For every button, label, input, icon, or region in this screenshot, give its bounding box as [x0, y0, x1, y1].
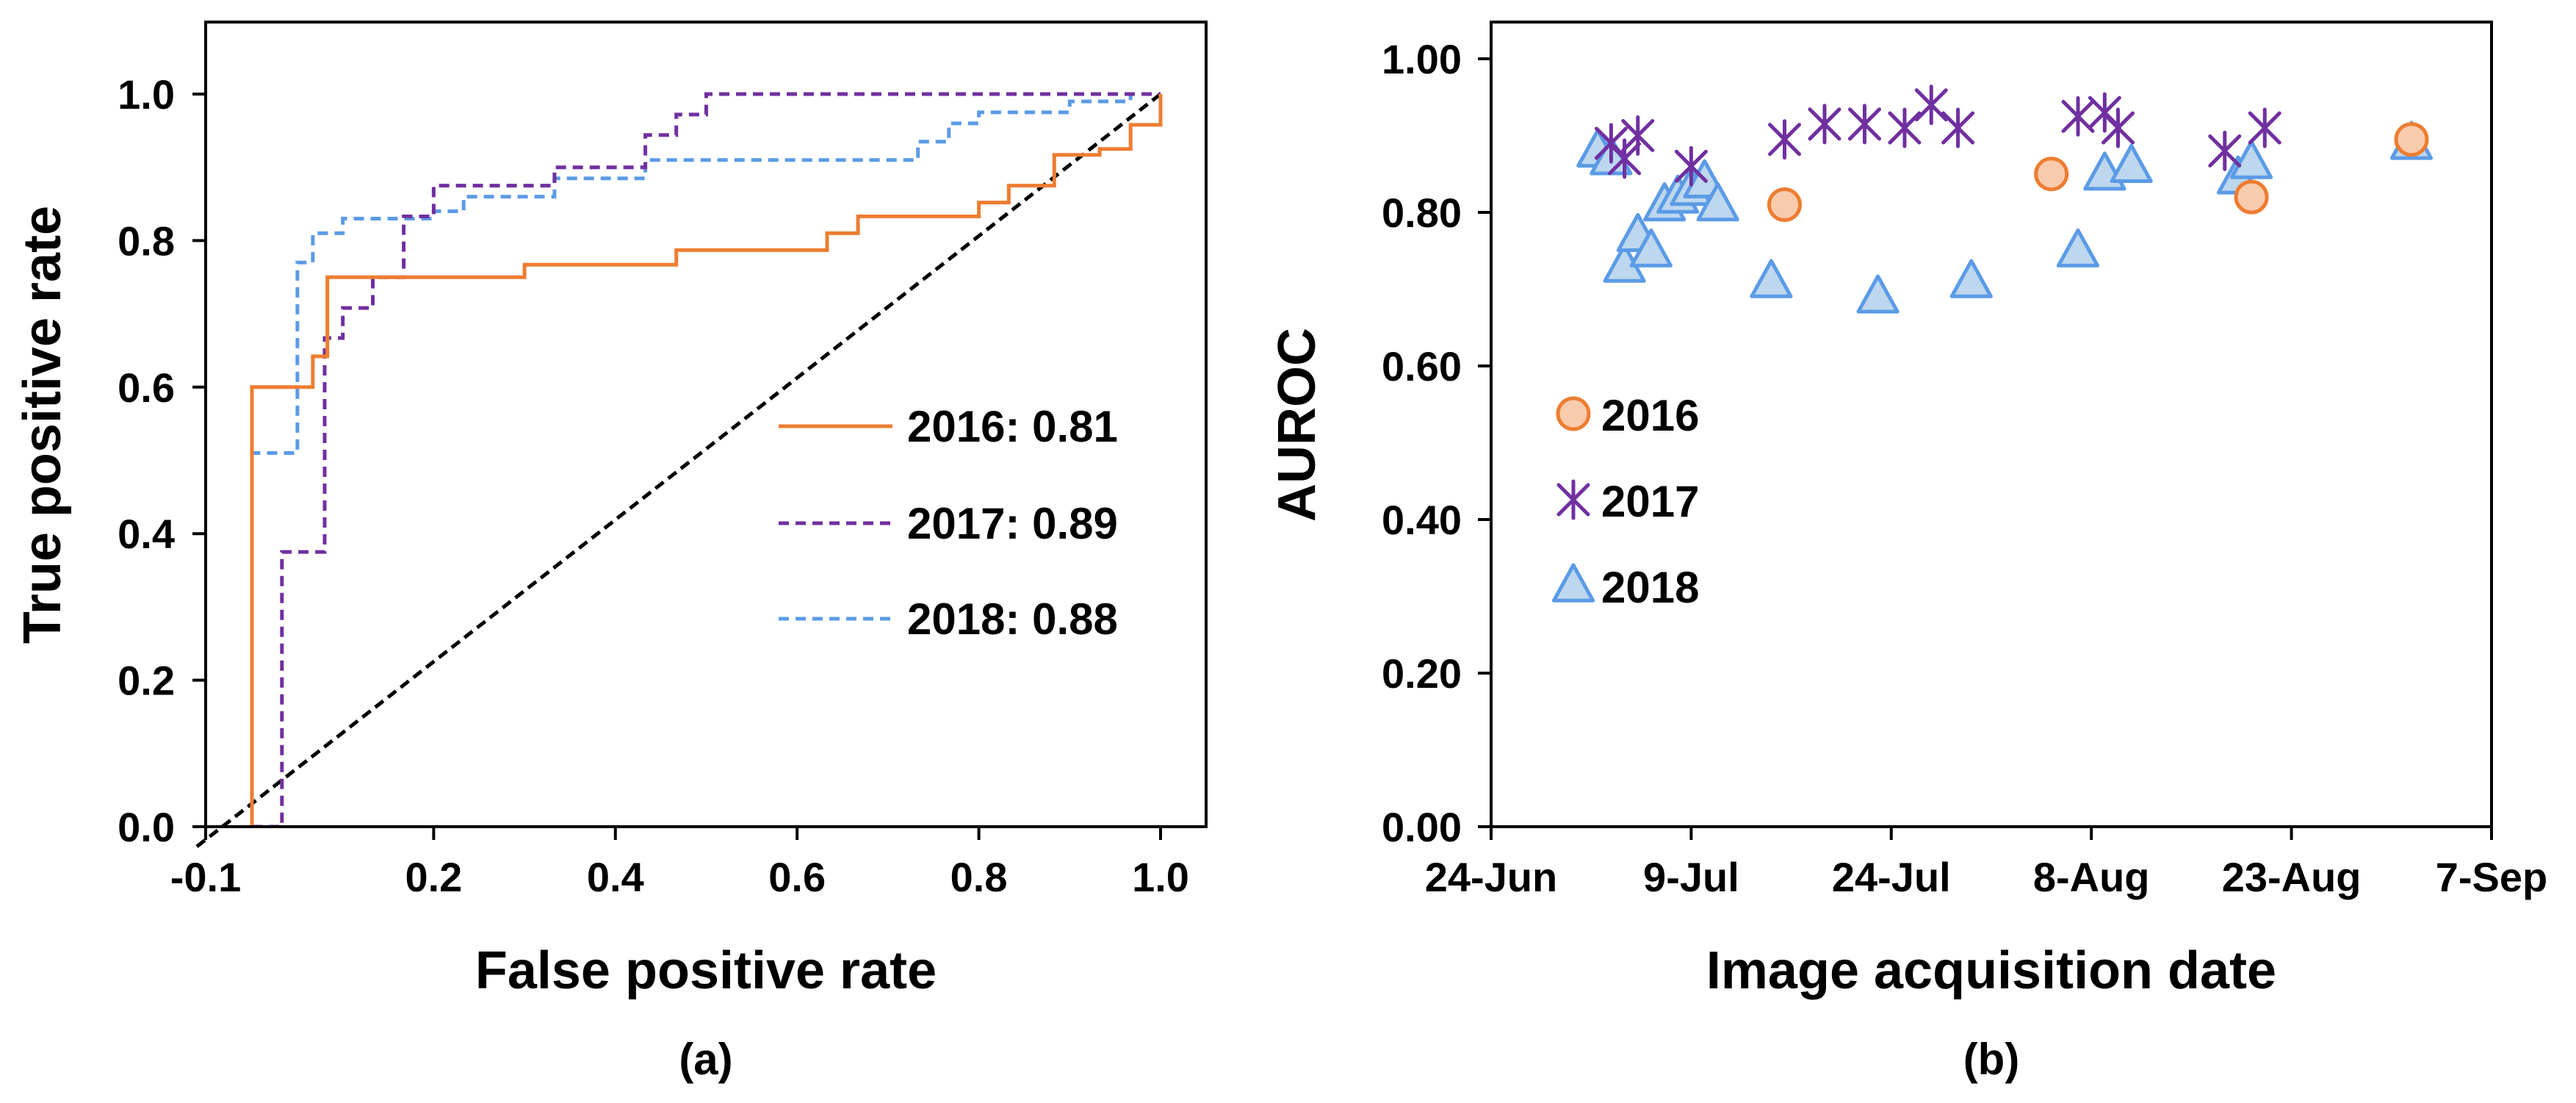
y-tick-label-a: 0.4 [118, 511, 175, 557]
point-2018 [2230, 140, 2273, 179]
x-tick-label-a: -0.1 [170, 854, 242, 900]
point-2017 [1808, 104, 1841, 145]
point-2017 [2061, 96, 2095, 137]
y-tick-label-b: 1.00 [1382, 36, 1462, 82]
y-tick-label-a: 0.2 [118, 658, 175, 704]
panel-label-b: (b) [1963, 1035, 2020, 1084]
y-tick-label-b: 0.00 [1382, 804, 1462, 850]
legend-marker-2016 [1556, 396, 1591, 431]
point-2017 [1674, 145, 1708, 187]
point-2018 [2056, 228, 2100, 267]
legend-2016-label: 2016: 0.81 [907, 402, 1118, 451]
legend-marker-2017 [1556, 479, 1590, 520]
roc-curves [250, 92, 1163, 827]
x-axis-label-b: Image acquisition date [1706, 941, 2276, 1000]
y-tick-label-a: 0.0 [118, 804, 175, 850]
point-2016 [2394, 122, 2429, 157]
panel-label-a: (a) [679, 1035, 732, 1084]
y-tick-label-a: 1.0 [118, 71, 175, 118]
point-2017 [1941, 107, 1975, 148]
legend-2016-marker [1556, 396, 1591, 431]
auroc-points [1576, 85, 2434, 314]
point-2018 [2110, 143, 2153, 183]
legend-2017-label: 2017 [1601, 477, 1699, 526]
y-axis-ticks-b: 0.00 0.20 0.40 0.60 0.80 1.00 [1382, 36, 1491, 850]
y-axis-ticks-a: 0.0 0.2 0.4 0.6 0.8 1.0 [118, 71, 206, 850]
x-tick-label-b: 24-Jun [1425, 854, 1558, 900]
point-2018 [1856, 274, 1899, 314]
x-tick-label-b: 7-Sep [2436, 854, 2548, 900]
legend-2017-marker [1556, 479, 1590, 520]
legend-a: 2016: 0.81 2017: 0.89 2018: 0.88 [779, 402, 1118, 644]
x-tick-label-a: 0.6 [768, 854, 826, 900]
y-tick-label-b: 0.60 [1382, 343, 1462, 389]
point-2017 [2248, 107, 2281, 148]
x-tick-label-b: 24-Jul [1832, 854, 1951, 900]
legend-2018-marker [1551, 563, 1595, 603]
point-2017 [2208, 130, 2242, 171]
x-tick-label-a: 0.8 [950, 854, 1008, 900]
legend-2016-label: 2016 [1601, 391, 1699, 440]
point-2016 [1767, 187, 1803, 223]
point-2017 [1768, 119, 1802, 160]
roc-curve-2016 [250, 94, 1163, 827]
point-2018 [1949, 259, 1993, 298]
legend-marker-2018 [1551, 563, 1595, 603]
x-tick-label-b: 8-Aug [2033, 854, 2150, 900]
x-tick-label-a: 0.4 [587, 854, 644, 900]
y-tick-label-b: 0.20 [1382, 650, 1462, 697]
x-tick-label-b: 9-Jul [1643, 854, 1739, 900]
x-axis-ticks-a: -0.1 0.2 0.4 0.6 0.8 1.0 [170, 827, 1189, 900]
y-axis-label-a: True positive rate [13, 206, 72, 644]
point-2017 [1847, 104, 1881, 145]
point-2017 [1888, 107, 1922, 148]
x-tick-label-a: 1.0 [1132, 854, 1189, 900]
x-tick-label-b: 23-Aug [2222, 854, 2362, 900]
legend-b: 2016 2017 2018 [1551, 391, 1699, 612]
point-2016 [2234, 179, 2269, 215]
point-2018 [1629, 228, 1673, 267]
panel-b-auroc-chart: 24-Jun 9-Jul 24-Jul 8-Aug 23-Aug 7-Sep 0.000.… [1268, 21, 2548, 1084]
plot-a-frame [204, 21, 1208, 828]
x-axis-ticks-b: 24-Jun 9-Jul 24-Jul 8-Aug 23-Aug 7-Sep [1425, 827, 2548, 900]
point-2017 [1621, 115, 1655, 156]
point-2016 [2034, 157, 2069, 192]
y-tick-label-b: 0.40 [1382, 497, 1462, 543]
y-tick-label-a: 0.6 [118, 364, 175, 411]
chance-diagonal-line [195, 93, 1162, 848]
y-tick-label-a: 0.8 [118, 218, 175, 264]
point-2018 [1750, 259, 1793, 298]
x-tick-label-a: 0.2 [405, 854, 462, 900]
legend-2017-label: 2017: 0.89 [907, 499, 1118, 548]
point-2018 [1696, 182, 1739, 222]
legend-2018-label: 2018: 0.88 [907, 594, 1118, 644]
panel-a-roc-chart: -0.1 0.2 0.4 0.6 0.8 1.0 0.0 0.2 0.4 0.6 0.8 1.0 F… [13, 21, 1208, 1084]
legend-2018-label: 2018 [1601, 563, 1699, 612]
y-axis-label-b: AUROC [1268, 328, 1327, 522]
x-axis-label-a: False positive rate [475, 941, 937, 1000]
point-2017 [2101, 107, 2135, 148]
y-tick-label-b: 0.80 [1382, 190, 1462, 236]
point-2017 [1914, 85, 1948, 126]
plot-b-frame [1490, 21, 2493, 828]
